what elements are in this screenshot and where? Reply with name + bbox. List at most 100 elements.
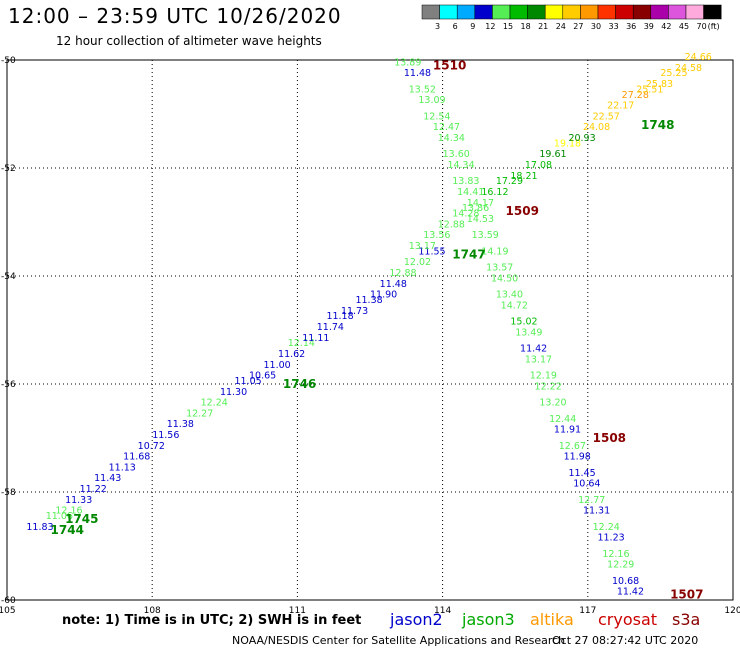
legend-bin-label: 21 — [538, 22, 548, 31]
lon-tick-label: 111 — [289, 606, 306, 616]
wave-height-value: 11.33 — [65, 495, 92, 506]
wave-height-value: 20.93 — [568, 133, 595, 144]
lat-tick-label: -56 — [1, 380, 16, 390]
wave-height-value: 14.41 — [457, 187, 484, 198]
lat-tick-label: -50 — [1, 56, 16, 66]
legend-bin-label: 30 — [591, 22, 601, 31]
lon-tick-label: 114 — [434, 606, 451, 616]
wave-height-value: 18.21 — [510, 171, 537, 182]
footer-note: note: 1) Time is in UTC; 2) SWH is in fe… — [62, 613, 362, 628]
wave-height-value: 11.62 — [278, 349, 305, 360]
wave-height-value: 12.44 — [549, 414, 576, 425]
wave-height-value: 11.11 — [302, 333, 329, 344]
wave-height-value: 12.47 — [433, 122, 460, 133]
wave-height-value: 11.48 — [404, 68, 431, 79]
wave-height-value: 13.60 — [443, 149, 470, 160]
legend-swatch — [597, 4, 616, 20]
legend-bin-label: 70 — [697, 22, 707, 31]
wave-height-value: 11.73 — [341, 306, 368, 317]
legend-swatch — [456, 4, 476, 20]
wave-height-value: 13.20 — [539, 398, 566, 409]
wave-height-value: 14.34 — [438, 133, 465, 144]
legend-swatch — [703, 4, 722, 20]
wave-height-value: 11.45 — [568, 468, 595, 479]
wave-height-value: 13.86 — [462, 203, 489, 214]
wave-height-value: 10.68 — [612, 576, 639, 587]
wave-height-value: 13.17 — [525, 354, 552, 365]
legend-swatch — [685, 4, 704, 20]
satellite-label-altika: altika — [530, 610, 574, 629]
wave-height-value: 11.31 — [583, 506, 610, 517]
wave-height-value: 24.58 — [675, 63, 702, 74]
map-title: 12:00 – 23:59 UTC 10/26/2020 — [8, 4, 342, 28]
pass-time-label: 1747 — [452, 247, 485, 261]
legend-swatch — [615, 4, 634, 20]
legend-unit: (ft) — [708, 22, 720, 31]
wave-height-value: 12.88 — [389, 268, 416, 279]
legend-swatch — [509, 4, 528, 20]
wave-height-value: 19.18 — [554, 138, 581, 149]
wave-height-value: 24.08 — [583, 122, 610, 133]
legend-swatch — [421, 4, 440, 20]
wave-height-value: 22.57 — [593, 111, 620, 122]
wave-height-value: 13.59 — [472, 230, 499, 241]
wave-height-value: 11.91 — [554, 425, 581, 436]
wave-height-value: 11.23 — [597, 533, 624, 544]
pass-time-label: 1509 — [506, 204, 539, 218]
lat-tick-label: -58 — [1, 488, 16, 498]
lon-tick-label: 120 — [724, 606, 740, 616]
wave-height-value: 10.65 — [249, 371, 276, 382]
map-subtitle: 12 hour collection of altimeter wave hei… — [56, 34, 322, 48]
legend-bin-label: 24 — [556, 22, 566, 31]
wave-height-value: 11.56 — [152, 430, 179, 441]
wave-height-value: 13.56 — [423, 230, 450, 241]
lat-tick-label: -54 — [1, 272, 16, 282]
wave-height-value: 12.24 — [593, 522, 620, 533]
legend-bin-label: 42 — [661, 22, 671, 31]
lat-tick-label: -52 — [1, 164, 16, 174]
wave-height-value: 12.19 — [530, 371, 557, 382]
lon-tick-label: 117 — [579, 606, 596, 616]
pass-time-label: 1510 — [433, 58, 466, 72]
wave-height-value: 14.28 — [452, 209, 479, 220]
wave-height-value: 27.28 — [622, 90, 649, 101]
footer-timestamp: Oct 27 08:27:42 UTC 2020 — [552, 634, 699, 647]
wave-height-value: 11.06 — [46, 511, 73, 522]
wave-height-value: 11.13 — [109, 462, 136, 473]
satellite-label-s3a: s3a — [672, 610, 701, 629]
wave-height-value: 19.61 — [539, 149, 566, 160]
wave-height-value: 13.89 — [394, 57, 421, 68]
wave-height-value: 11.05 — [234, 376, 261, 387]
wave-height-value: 16.12 — [481, 187, 508, 198]
wave-height-value: 12.67 — [559, 441, 586, 452]
pass-time-label: 1748 — [641, 118, 674, 132]
wave-height-value: 11.90 — [370, 290, 397, 301]
legend-bin-label: 39 — [644, 22, 654, 31]
wave-height-value: 14.19 — [481, 246, 508, 257]
wave-height-value: 12.29 — [607, 560, 634, 571]
track-sw-ne: 11.8311.0612.1611.3311.2211.4311.1311.68… — [26, 52, 711, 533]
wave-height-value: 11.00 — [264, 360, 291, 371]
wave-height-value: 11.55 — [418, 246, 445, 257]
wave-height-value: 12.54 — [423, 111, 450, 122]
legend-swatch — [668, 4, 687, 20]
pass-time-label: 1746 — [283, 377, 316, 391]
wave-height-value: 11.98 — [564, 452, 591, 463]
legend-bin-label: 36 — [626, 22, 636, 31]
wave-height-value: 24.66 — [685, 52, 712, 63]
wave-height-value: 11.38 — [167, 419, 194, 430]
wave-height-value: 13.17 — [409, 241, 436, 252]
legend-swatch — [474, 4, 493, 20]
legend-bin-label: 18 — [521, 22, 531, 31]
legend-swatch — [527, 4, 546, 20]
wave-height-value: 12.24 — [201, 398, 228, 409]
wave-height-value: 13.09 — [418, 95, 445, 106]
legend-bin-label: 15 — [503, 22, 513, 31]
pass-time-label: 1744 — [51, 523, 84, 537]
pass-time-label: 1745 — [65, 512, 98, 526]
legend-swatch — [580, 4, 599, 20]
wave-height-value: 22.17 — [607, 101, 634, 112]
wave-height-value: 11.68 — [123, 452, 150, 463]
wave-height-value: 10.64 — [573, 479, 600, 490]
